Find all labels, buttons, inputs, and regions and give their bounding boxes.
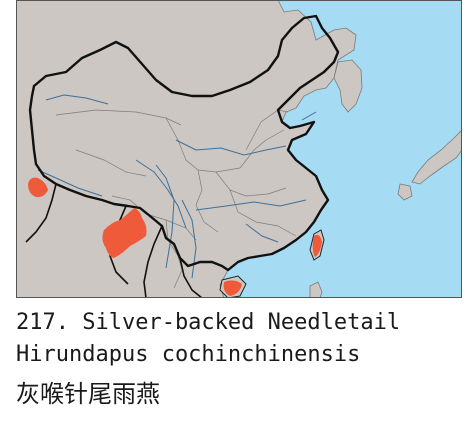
internal-boundaries [55, 109, 297, 289]
species-scientific-name: Hirundapus cochinchinensis [16, 342, 361, 367]
japan [411, 129, 462, 185]
national-boundary [28, 14, 340, 272]
peninsula [333, 59, 363, 113]
range-patch-main [102, 208, 147, 258]
range-patch-west [28, 177, 48, 198]
species-chinese-name: 灰喉针尾雨燕 [16, 380, 160, 408]
japan-island [397, 183, 413, 201]
range-patch-taiwan [312, 234, 322, 257]
distribution-map [16, 0, 462, 298]
range-patch-hainan [223, 280, 242, 296]
rivers [37, 94, 317, 279]
species-number-and-common-name: 217. Silver-backed Needletail [16, 310, 401, 335]
map-frame [16, 0, 462, 298]
philippines [309, 281, 323, 298]
